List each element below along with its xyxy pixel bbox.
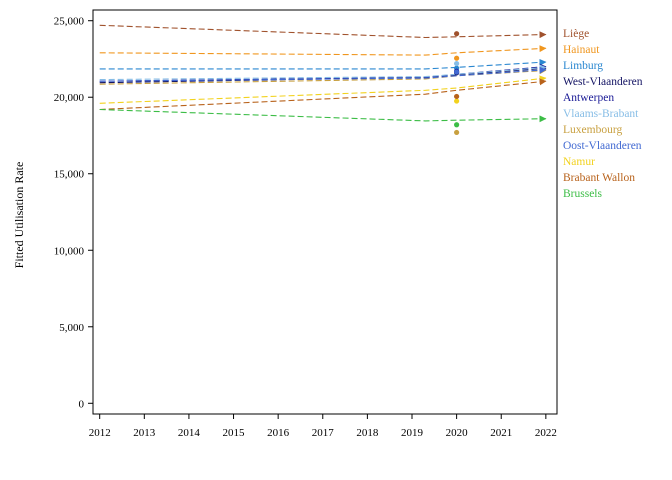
- series-point-vlaams-brabant: [454, 60, 460, 67]
- legend-label: West-Vlaanderen: [563, 76, 643, 88]
- x-tick-label: 2022: [535, 427, 557, 439]
- x-axis: 2012 2013 2014 2015 2016 2017 2018 2019 2020 2021…: [89, 414, 557, 439]
- x-tick-label: 2018: [356, 427, 379, 439]
- legend: Liège Hainaut Limburg West-Vlaanderen Antwer…: [563, 28, 643, 200]
- y-tick-label: 0: [79, 398, 85, 410]
- series-point-oost-vlaanderen: [454, 69, 460, 75]
- y-axis: 0 5,000 10,000 15,000 20,000 25,000: [54, 16, 93, 410]
- y-tick-label: 15,000: [54, 169, 85, 181]
- series-line-namur: [99, 75, 547, 104]
- x-tick-label: 2013: [133, 427, 156, 439]
- plot-frame: [92, 9, 558, 415]
- y-tick-label: 25,000: [54, 16, 85, 28]
- legend-label: Antwerpen: [563, 92, 614, 104]
- series-line-limburg: [99, 58, 547, 70]
- series-line-brussels: [99, 108, 547, 123]
- series-point-brabant-wallon: [454, 93, 460, 100]
- series-line-brabant-wallon: [99, 78, 547, 111]
- series-point-namur: [454, 98, 460, 104]
- series-point-brussels: [454, 122, 460, 128]
- series-line-oost-vlaanderen: [99, 66, 547, 82]
- series-line-vlaams-brabant: [99, 64, 547, 81]
- series-point-hainaut: [454, 55, 460, 61]
- y-tick-label: 5,000: [59, 322, 84, 334]
- x-tick-label: 2014: [178, 427, 201, 439]
- legend-label: Vlaams-Brabant: [563, 108, 639, 120]
- legend-label: Luxembourg: [563, 124, 622, 136]
- series-point-luxembourg: [454, 129, 460, 136]
- x-tick-label: 2021: [490, 427, 512, 439]
- legend-label: Brussels: [563, 188, 603, 200]
- x-tick-label: 2012: [89, 427, 111, 439]
- x-tick-label: 2016: [267, 427, 290, 439]
- y-tick-label: 10,000: [54, 245, 85, 257]
- legend-label: Limburg: [563, 60, 603, 72]
- legend-label: Hainaut: [563, 44, 600, 56]
- y-tick-label: 20,000: [54, 92, 85, 104]
- series-line-hainaut: [99, 45, 547, 56]
- x-tick-label: 2019: [401, 427, 424, 439]
- series-lines: [99, 24, 547, 123]
- y-axis-title: Fitted Utilisation Rate: [12, 162, 26, 269]
- x-tick-label: 2015: [223, 427, 246, 439]
- x-tick-label: 2017: [312, 427, 335, 439]
- legend-label: Namur: [563, 156, 595, 168]
- x-tick-label: 2020: [446, 427, 469, 439]
- legend-label: Liège: [563, 28, 589, 40]
- legend-label: Oost-Vlaanderen: [563, 140, 642, 152]
- series-point-li-ge: [454, 31, 460, 37]
- series-line-li-ge: [99, 24, 547, 39]
- series-points: [454, 31, 460, 136]
- legend-label: Brabant Wallon: [563, 172, 635, 184]
